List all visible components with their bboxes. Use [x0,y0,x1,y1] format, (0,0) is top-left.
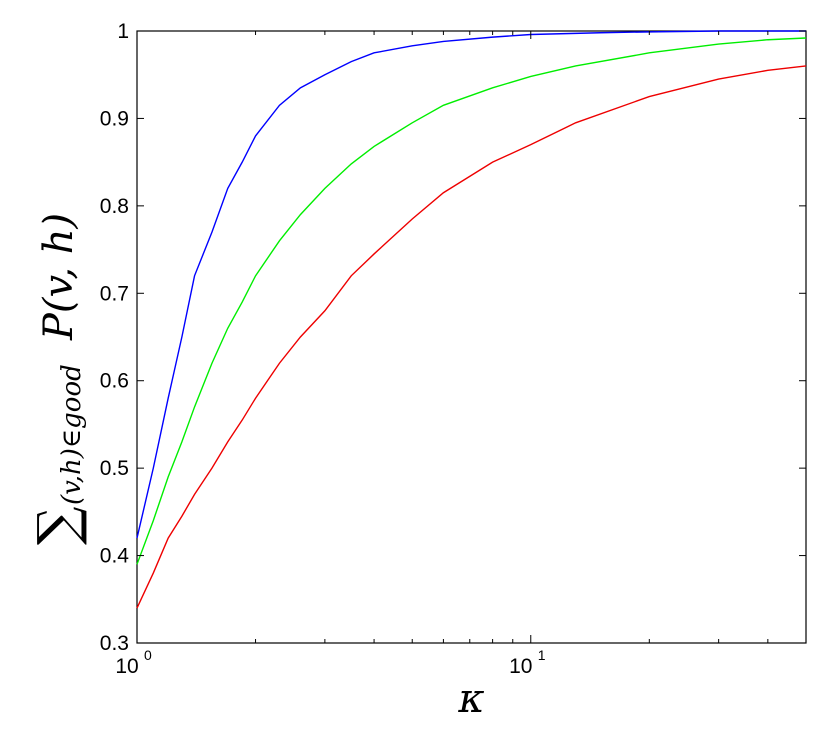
y-tick-label: 0.6 [100,370,129,393]
x-tick-label-exponent: 1 [538,647,546,663]
y-tick-label: 0.3 [100,632,129,655]
y-axis-label-sum-symbol: ∑ [26,506,89,545]
y-tick-label: 0.4 [100,545,130,568]
y-tick-label: 0.9 [100,107,129,130]
series-line-1 [136,30,806,539]
plot-area: 10 0 10 1 0.3 0.4 0.5 0.6 0.7 0.8 0.9 1 [100,20,807,678]
plot-frame [136,30,807,644]
y-axis-label-expression: P(v, h) [36,213,82,341]
x-axis-ticks: 10 0 10 1 [115,31,769,678]
x-tick-label-base: 10 [509,655,532,678]
series-line-2 [136,37,807,565]
x-axis-label: κ [457,676,484,722]
y-tick-label: 0.5 [100,457,129,480]
y-tick-label: 0.8 [100,195,129,218]
x-tick-label: 10 1 [509,647,546,678]
x-axis-label-text: κ [457,676,484,722]
y-tick-label: 1 [117,20,129,43]
y-tick-label: 0.7 [100,282,129,305]
series-layer [136,30,807,609]
y-axis-label-subscript: (v,h)∈good [57,364,87,505]
x-tick-label: 10 0 [115,647,152,678]
x-tick-label-exponent: 0 [144,647,152,663]
x-tick-label-base: 10 [115,655,138,678]
y-axis-ticks: 0.3 0.4 0.5 0.6 0.7 0.8 0.9 1 [100,20,806,655]
y-axis-label: ∑ (v,h)∈good P(v, h) [26,213,89,545]
series-line-3 [136,65,807,609]
